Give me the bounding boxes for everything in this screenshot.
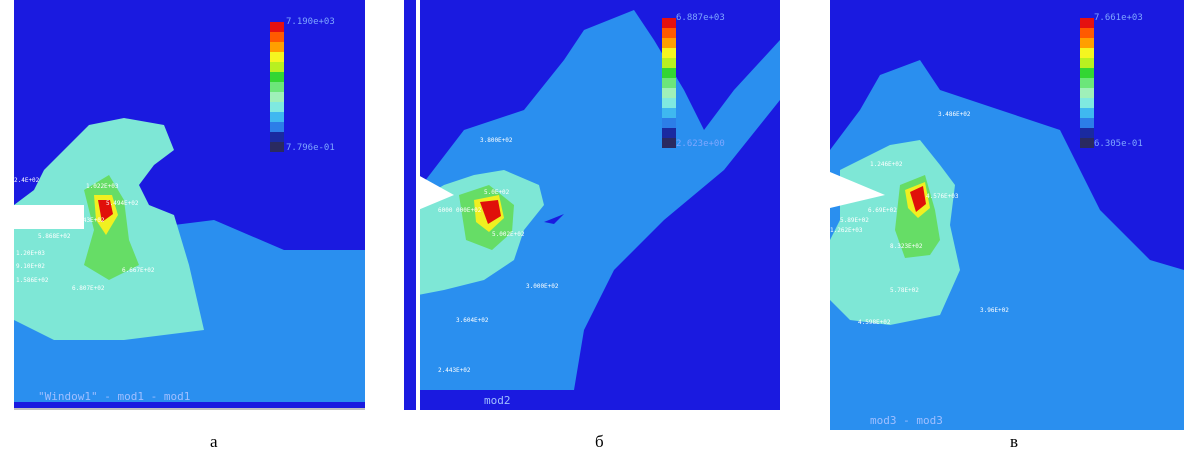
inlet-notch [418,175,454,210]
probe-label: 6.69E+02 [868,207,897,214]
probe-label: 1.586E+02 [16,277,49,284]
legend-swatch [270,22,284,32]
probe-label: 3.000E+02 [526,283,559,290]
legend-swatch [270,32,284,42]
panel-c: 3.486E+02 1.246E+02 1.262E+03 5.89E+02 6… [830,0,1184,430]
probe-label: 4.598E+02 [858,319,891,326]
legend-swatch [270,52,284,62]
legend-swatch [662,138,676,148]
panel-b: 3.800E+02 6000 000E+02 5.0E+02 5.002E+02… [404,0,780,412]
legend-swatch [662,88,676,98]
probe-label: 2.443E+02 [438,367,471,374]
legend-swatch [662,28,676,38]
legend-swatch [270,112,284,122]
legend-swatch [270,42,284,52]
legend-swatch [1080,58,1094,68]
probe-label: 1.022E+03 [86,183,119,190]
legend-min-value: 2.623e+00 [676,139,725,149]
inlet-notch [14,205,84,229]
legend-swatch [270,142,284,152]
color-legend [270,22,284,152]
caption-c: в [1010,432,1019,451]
legend-swatch [1080,138,1094,148]
probe-label: 5.868E+02 [38,233,71,240]
legend-swatch [1080,18,1094,28]
contour-plot-c: 3.486E+02 1.246E+02 1.262E+03 5.89E+02 6… [830,0,1184,430]
probe-label: 3.486E+02 [938,111,971,118]
probe-label: 1.246E+02 [870,161,903,168]
probe-label: 5.0E+02 [484,189,510,196]
probe-label: 5.002E+02 [492,231,525,238]
red-hotspot [480,200,501,224]
legend-swatch [1080,68,1094,78]
legend-swatch [270,132,284,142]
legend-swatch [1080,78,1094,88]
legend-max-value: 7.661e+03 [1094,13,1143,23]
legend-swatch [1080,38,1094,48]
legend-swatch [1080,48,1094,58]
legend-swatch [662,58,676,68]
probe-label: 6000 000E+02 [438,207,482,214]
caption-b: б [595,432,604,451]
legend-swatch [662,38,676,48]
probe-label: 4.576E+03 [926,193,959,200]
probe-label: 6.843E+02 [72,217,105,224]
legend-swatch [270,82,284,92]
legend-swatch [270,72,284,82]
red-hotspot [98,200,113,222]
color-legend [662,18,676,148]
contour-plot-b: 3.800E+02 6000 000E+02 5.0E+02 5.002E+02… [404,0,780,410]
legend-swatch [1080,88,1094,98]
probe-label: 8.323E+02 [890,243,923,250]
color-legend [1080,18,1094,148]
legend-swatch [1080,128,1094,138]
legend-swatch [662,48,676,58]
legend-swatch [1080,108,1094,118]
probe-label: 5.78E+02 [890,287,919,294]
red-hotspot [910,186,926,212]
probe-label: 3.800E+02 [480,137,513,144]
legend-swatch [662,78,676,88]
probe-label: 9.10E+02 [16,263,45,270]
probe-label: 5.494E+02 [106,200,139,207]
cyan-region [418,10,780,390]
probe-label: 3.96E+02 [980,307,1009,314]
legend-swatch [662,128,676,138]
legend-swatch [662,68,676,78]
legend-swatch [270,92,284,102]
contour-plot-a: 1.022E+03 5.494E+02 6.843E+02 5.868E+02 … [14,0,365,410]
legend-swatch [1080,118,1094,128]
legend-swatch [1080,98,1094,108]
legend-swatch [270,102,284,112]
caption-a: а [210,432,218,451]
legend-swatch [662,98,676,108]
probe-label: 5.89E+02 [840,217,869,224]
legend-swatch [662,108,676,118]
legend-swatch [270,62,284,72]
probe-label: 1.20E+03 [16,250,45,257]
legend-swatch [270,122,284,132]
legend-swatch [662,118,676,128]
legend-min-value: 7.796e-01 [286,143,335,153]
legend-max-value: 6.887e+03 [676,13,725,23]
window-footer-title: "Window1" - mod1 - mod1 [38,390,190,403]
window-footer-title: mod2 [484,394,511,407]
probe-label: 6.667E+02 [122,267,155,274]
window-footer-title: mod3 - mod3 [870,414,943,427]
legend-min-value: 6.305e-01 [1094,139,1143,149]
inlet-notch [830,172,885,208]
legend-max-value: 7.190e+03 [286,17,335,27]
probe-label: 6.807E+02 [72,285,105,292]
legend-swatch [1080,28,1094,38]
probe-label: 3.604E+02 [456,317,489,324]
probe-label: 2.4E+02 [14,177,40,184]
probe-label: 1.262E+03 [830,227,863,234]
legend-swatch [662,18,676,28]
panel-a: 1.022E+03 5.494E+02 6.843E+02 5.868E+02 … [14,0,365,412]
